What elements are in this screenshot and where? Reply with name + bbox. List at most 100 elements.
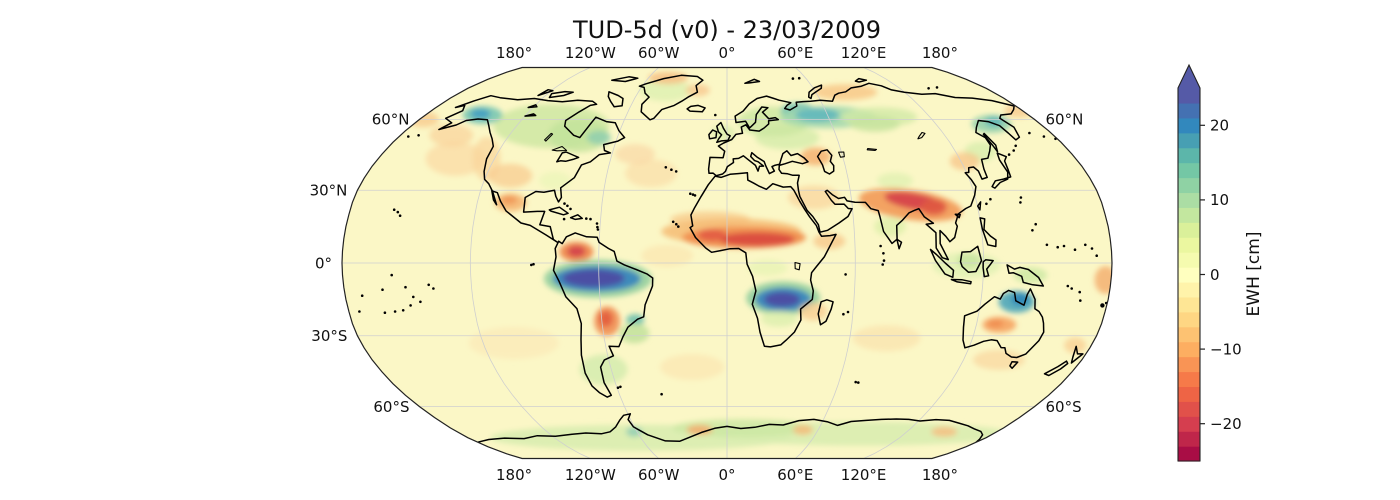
anomaly-sahel-west-core [698, 229, 727, 242]
coastline-lake-balkhash [866, 148, 878, 152]
anomaly-mexico-core [501, 196, 518, 204]
island-dot [664, 166, 668, 169]
anomaly-tibet-green [877, 172, 913, 189]
island-dot [677, 225, 680, 228]
coastline-taiwan [976, 201, 982, 211]
anomaly-alaska-core [470, 108, 491, 119]
island-dot [419, 300, 422, 304]
island-dot [1056, 245, 1059, 249]
colorbar-step [1178, 117, 1200, 134]
meridian--120 [469, 67, 591, 459]
lat-label-left: 0° [315, 254, 332, 272]
island-dot [791, 77, 795, 80]
island-dot [1034, 222, 1037, 226]
colorbar-step [1178, 356, 1200, 373]
island-dot [358, 310, 361, 313]
lat-label-left: 30°S [311, 327, 347, 345]
island-dot [927, 87, 930, 90]
lon-label-bottom: 60°E [777, 466, 813, 484]
chart-title: TUD-5d (v0) - 23/03/2009 [572, 16, 881, 44]
island-dot [390, 273, 394, 277]
anomaly-sbrazil-green [619, 323, 650, 344]
island-dot [1084, 243, 1087, 247]
anomaly-antarctic-orange-2 [792, 424, 813, 435]
coastline-cuba [548, 206, 569, 216]
anomaly-horn-orange [813, 233, 846, 250]
coastline-sumatra [929, 248, 955, 279]
island-dot [417, 134, 420, 137]
coastline-great-bear-lake [527, 104, 538, 109]
anomaly-s-aus-orange [973, 349, 1025, 370]
island-dot [1062, 244, 1066, 248]
coastline-greenland [638, 74, 704, 121]
lon-label-top: 180° [496, 44, 532, 62]
lon-label-bottom: 180° [922, 466, 958, 484]
colorbar-step [1178, 207, 1200, 223]
coastline-iceland [686, 104, 706, 113]
coastline-novaya-zemlya [807, 84, 823, 100]
anomaly-myanmar-core [920, 199, 947, 216]
lon-label-bottom: 120°E [841, 466, 887, 484]
anomaly-gulfak-orange [429, 124, 474, 147]
lon-label-top: 120°W [565, 44, 616, 62]
anomaly-yenisei-green [849, 115, 900, 132]
coastline-victoria-island [548, 90, 574, 99]
lon-label-top: 120°E [841, 44, 887, 62]
coastline-hainan [954, 213, 961, 219]
meridian--60 [598, 67, 659, 459]
anomaly-caus-core [987, 319, 1004, 328]
island-dot [393, 310, 397, 313]
island-dot [857, 381, 860, 384]
colorbar-step [1178, 386, 1200, 402]
colorbar-step [1178, 416, 1200, 432]
anomaly-eq-atlantic-orange [641, 244, 694, 267]
anomaly-venezuela-core [567, 245, 586, 257]
colorbar-tick-label: −10 [1210, 340, 1242, 358]
island-dot [1019, 201, 1022, 204]
island-dot [1070, 287, 1073, 290]
coastline-north-america [438, 94, 626, 244]
colorbar-step [1178, 88, 1200, 104]
anomaly-atlantic-orange [625, 159, 678, 188]
coastlines [438, 74, 1084, 443]
colorbar-step [1178, 162, 1200, 179]
island-dot [596, 228, 600, 231]
anomaly-mozambique-orange [799, 302, 828, 321]
island-dot [881, 263, 884, 266]
island-dot [854, 380, 857, 384]
anomaly-siberia-teal [795, 108, 840, 122]
coastline-new-guinea [1006, 264, 1045, 287]
colorbar-step [1178, 222, 1200, 238]
island-dot [530, 263, 533, 267]
colorbar-step [1178, 281, 1200, 298]
island-dot [432, 287, 435, 290]
island-dot [844, 273, 847, 276]
coastline-hispaniola [569, 214, 584, 221]
island-dot [619, 385, 622, 389]
lon-label-top: 0° [718, 44, 735, 62]
colorbar-step [1178, 267, 1200, 283]
island-dot [693, 194, 697, 197]
anomaly-greenland-e-orange [685, 84, 710, 97]
colorbar-step [1178, 311, 1200, 328]
island-dot [566, 204, 569, 208]
island-dot [846, 310, 850, 314]
island-dot [595, 222, 599, 225]
colorbar-step [1178, 326, 1200, 343]
colorbar-label: EWH [cm] [1244, 232, 1264, 317]
coastline-caspian-sea [816, 149, 835, 175]
colorbar-tick-label: 10 [1210, 191, 1229, 209]
island-dot [882, 259, 886, 262]
coastline-borneo [959, 245, 983, 273]
coastline-eurasia [707, 82, 1021, 261]
anomaly-patagonia-green [579, 354, 628, 385]
island-dot [396, 210, 400, 214]
island-dot [1014, 144, 1017, 148]
anomaly-field [407, 71, 1112, 451]
island-dot [596, 225, 599, 229]
island-dot [1012, 149, 1015, 152]
colorbar-step [1178, 102, 1200, 119]
island-dot [1031, 229, 1034, 232]
coastline-antarctica [477, 413, 984, 443]
island-dot [563, 202, 566, 205]
